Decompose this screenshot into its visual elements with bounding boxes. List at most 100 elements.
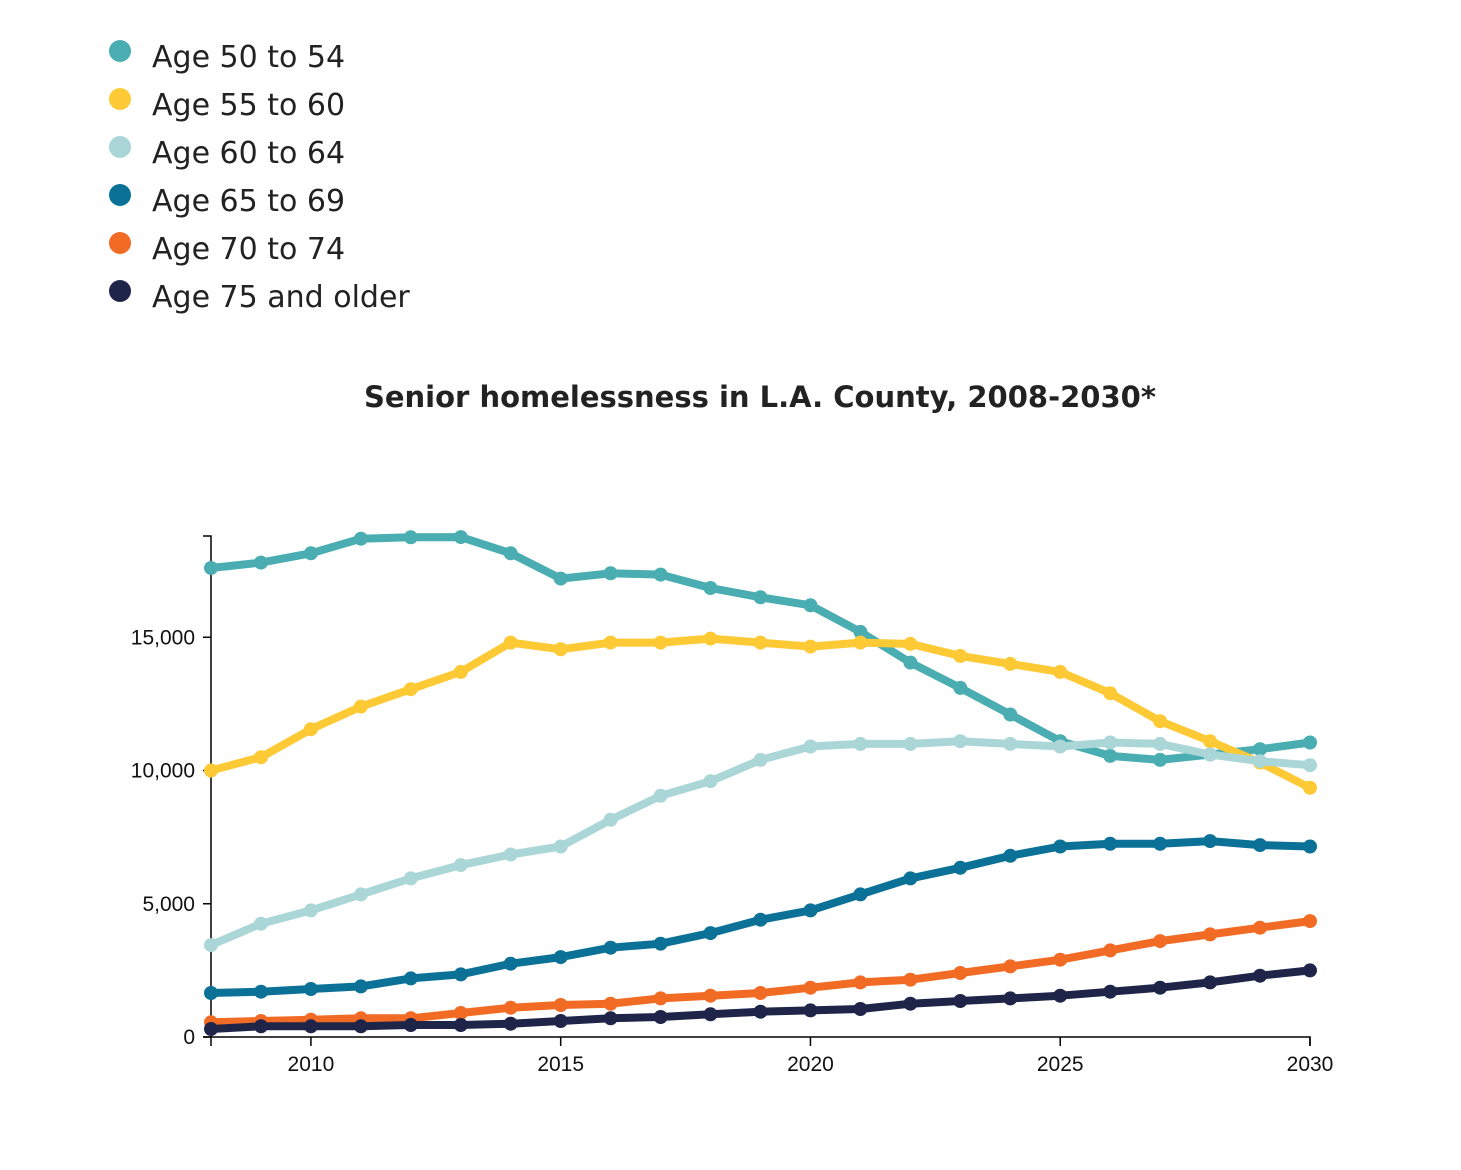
data-point (1303, 735, 1317, 750)
legend-label: Age 75 and older (152, 280, 410, 315)
legend-marker (109, 88, 131, 110)
data-point (703, 631, 718, 646)
data-point (1203, 734, 1218, 749)
data-point (703, 1007, 718, 1022)
data-point (453, 1006, 468, 1020)
legend-label: Age 55 to 60 (152, 88, 346, 123)
data-point (853, 975, 868, 990)
data-point (703, 988, 718, 1003)
data-point (803, 739, 818, 754)
data-point (853, 736, 868, 751)
data-point (603, 996, 618, 1011)
data-point (853, 887, 868, 902)
data-point (403, 530, 418, 545)
data-point (653, 635, 668, 650)
legend-label: Age 60 to 64 (152, 136, 346, 171)
data-point (453, 858, 468, 873)
data-point (353, 531, 368, 546)
data-point (303, 982, 318, 996)
data-point (353, 887, 368, 902)
data-point (903, 636, 918, 651)
data-point (953, 860, 968, 875)
data-point (303, 722, 318, 737)
data-point (1003, 656, 1018, 671)
data-point (653, 936, 668, 951)
data-point (703, 774, 718, 789)
data-point (1053, 839, 1068, 854)
data-point (303, 903, 318, 918)
data-point (1203, 975, 1218, 990)
data-point (1053, 664, 1068, 679)
data-point (1003, 848, 1018, 863)
data-point (803, 598, 818, 613)
data-point (953, 734, 968, 749)
data-point (803, 980, 818, 995)
data-point (603, 812, 618, 827)
data-point (1003, 707, 1018, 722)
data-point (903, 871, 918, 886)
legend-marker (109, 136, 131, 158)
data-point (403, 871, 418, 886)
data-point (1153, 934, 1168, 949)
data-point (553, 998, 568, 1012)
data-point (1253, 968, 1267, 983)
data-point (1103, 943, 1118, 958)
data-point (1003, 991, 1018, 1006)
data-point (1053, 988, 1068, 1003)
data-point (553, 950, 568, 965)
data-point (503, 635, 518, 650)
data-point (953, 680, 968, 695)
data-point (1203, 927, 1218, 942)
data-point (853, 635, 868, 650)
data-point (803, 1003, 818, 1018)
x-tick-label: 2020 (787, 1053, 834, 1076)
x-tick-label: 2010 (288, 1053, 335, 1076)
series-group (204, 530, 1317, 767)
data-point (1153, 980, 1168, 995)
data-point (254, 555, 268, 570)
data-point (953, 966, 968, 980)
y-tick-label: 15,000 (131, 626, 195, 649)
y-axis-line (203, 535, 212, 1038)
data-point (553, 1014, 568, 1028)
data-point (1053, 952, 1068, 967)
data-point (603, 940, 618, 955)
data-point (1103, 748, 1118, 763)
data-point (953, 994, 968, 1008)
data-point (1253, 838, 1267, 853)
y-tick-label: 0 (183, 1026, 195, 1049)
legend-label: Age 70 to 74 (152, 232, 346, 267)
data-point (803, 639, 818, 654)
data-point (503, 847, 518, 862)
data-point (1153, 736, 1168, 751)
data-point (703, 581, 718, 595)
chart-axes: 0 5,000 10,000 15,000 2010 2015 2020 2025 2030 (131, 535, 1333, 1076)
data-point (204, 986, 218, 1000)
data-point (553, 571, 568, 586)
legend-marker (109, 232, 131, 254)
data-point (753, 912, 768, 927)
x-axis-line (210, 1036, 1311, 1046)
data-point (603, 635, 618, 650)
data-point (603, 1011, 618, 1026)
data-point (204, 938, 218, 953)
legend-marker (109, 40, 131, 62)
data-point (1303, 914, 1317, 929)
data-point (353, 979, 368, 994)
data-point (403, 971, 418, 986)
data-point (653, 991, 668, 1006)
data-point (204, 763, 218, 778)
data-point (254, 916, 268, 931)
data-point (1103, 686, 1118, 701)
data-point (453, 1018, 468, 1032)
data-point (403, 682, 418, 697)
legend-label: Age 65 to 69 (152, 184, 346, 219)
data-point (254, 750, 268, 765)
data-point (553, 642, 568, 657)
data-point (503, 956, 518, 971)
data-point (1303, 963, 1317, 978)
data-point (453, 530, 468, 545)
x-tick-label: 2015 (537, 1053, 584, 1076)
data-point (204, 561, 218, 575)
